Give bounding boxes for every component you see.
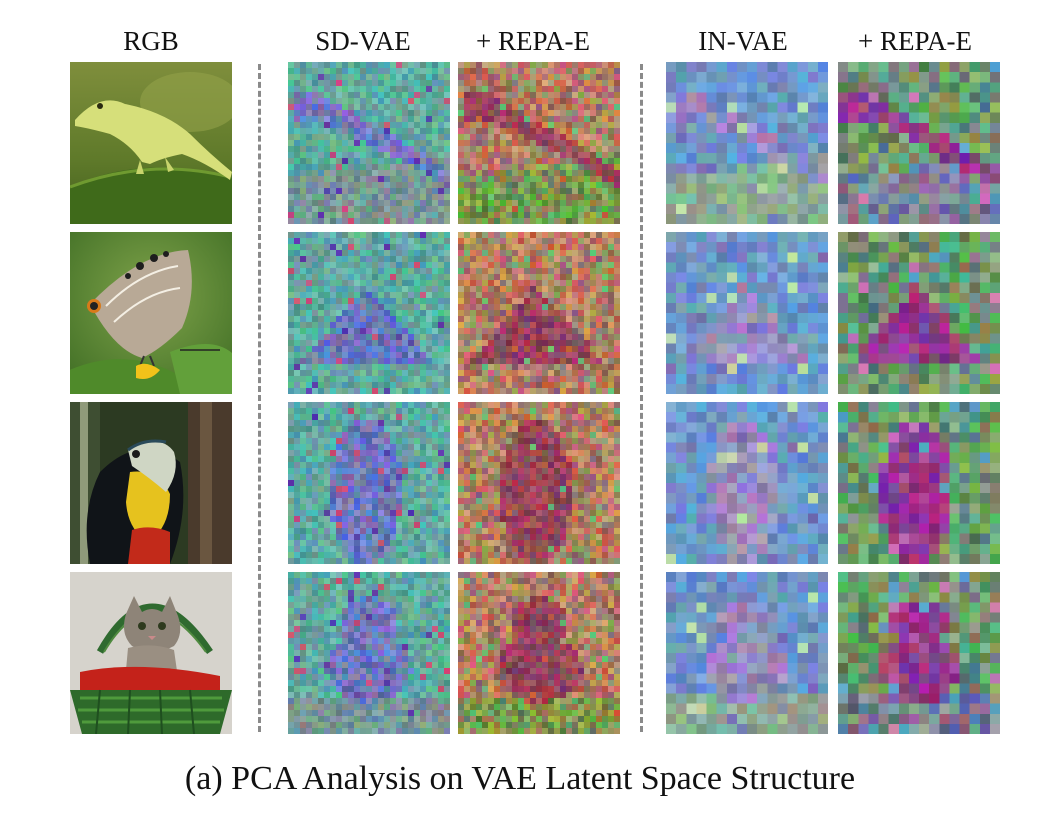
in-vae-lizard-pca-map [666,62,828,224]
column-header-in-vae: IN-VAE [698,26,788,56]
in-vae-butterfly-pca-map [666,232,828,394]
sd-vae-repa-e-kitten-pca-map [458,572,620,734]
sd-vae-lizard-pca-map [288,62,450,224]
in-vae-toucan-pca-map [666,402,828,564]
sd-vae-repa-e-butterfly-pca-map [458,232,620,394]
in-vae-kitten-pca-map [666,572,828,734]
dashed-divider-right [640,64,643,732]
in-vae-repa-e-butterfly-pca-map [838,232,1000,394]
sd-vae-repa-e-toucan-pca-map [458,402,620,564]
figure-caption: (a) PCA Analysis on VAE Latent Space Str… [184,760,856,797]
sd-vae-kitten-pca-map [288,572,450,734]
column-header-rgb: RGB [123,26,179,56]
column-header-sd-vae: SD-VAE [315,26,411,56]
sd-vae-repa-e-lizard-pca-map [458,62,620,224]
column-header-in-vae-repa-e: + REPA-E [858,26,972,56]
sd-vae-toucan-pca-map [288,402,450,564]
column-header-sd-vae-repa-e: + REPA-E [476,26,590,56]
dashed-divider-left [258,64,261,732]
rgb-kitten-image [70,572,232,734]
sd-vae-butterfly-pca-map [288,232,450,394]
rgb-lizard-image [70,62,232,224]
in-vae-repa-e-kitten-pca-map [838,572,1000,734]
in-vae-repa-e-lizard-pca-map [838,62,1000,224]
in-vae-repa-e-toucan-pca-map [838,402,1000,564]
rgb-toucan-image [70,402,232,564]
rgb-butterfly-image [70,232,232,394]
